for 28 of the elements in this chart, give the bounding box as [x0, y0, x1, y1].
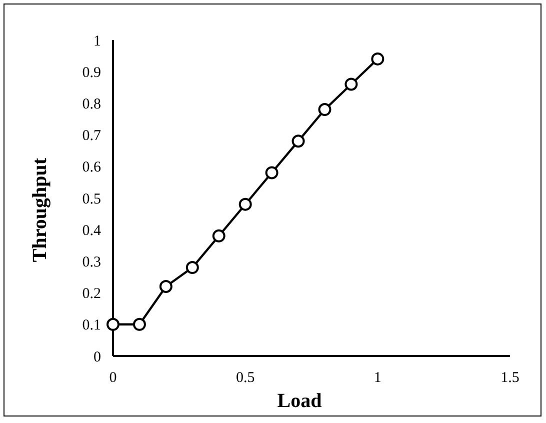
x-tick-label: 1: [374, 370, 382, 386]
y-tick-label: 1: [94, 33, 101, 50]
point: [344, 78, 358, 91]
y-tick-label: 0: [94, 349, 101, 366]
point: [186, 261, 199, 274]
y-tick-label: 0.8: [82, 96, 101, 112]
x-tick-label: 0: [109, 370, 117, 386]
y-tick-label: 0.2: [82, 286, 101, 302]
y-tick-label: 0.6: [82, 160, 102, 176]
point: [318, 103, 332, 116]
y-tick-label: 0.7: [82, 128, 102, 144]
y-tick-label: 0.5: [82, 191, 101, 208]
x-tick-label: 1.5: [500, 370, 520, 386]
point: [238, 198, 252, 211]
point: [159, 280, 172, 293]
y-tick-label: 0.1: [82, 318, 101, 334]
point: [292, 134, 305, 148]
point: [106, 318, 120, 331]
point: [371, 52, 384, 66]
y-tick-label: 0.4: [82, 222, 102, 239]
y-tick-label: 0.9: [82, 64, 101, 81]
x-axis-title: Load: [277, 390, 322, 412]
y-tick-label: 0.3: [82, 254, 101, 270]
point: [212, 229, 226, 242]
point: [265, 166, 278, 180]
y-axis-title: Throughput: [29, 158, 51, 262]
point: [132, 318, 146, 331]
x-tick-label: 0.5: [236, 370, 255, 386]
